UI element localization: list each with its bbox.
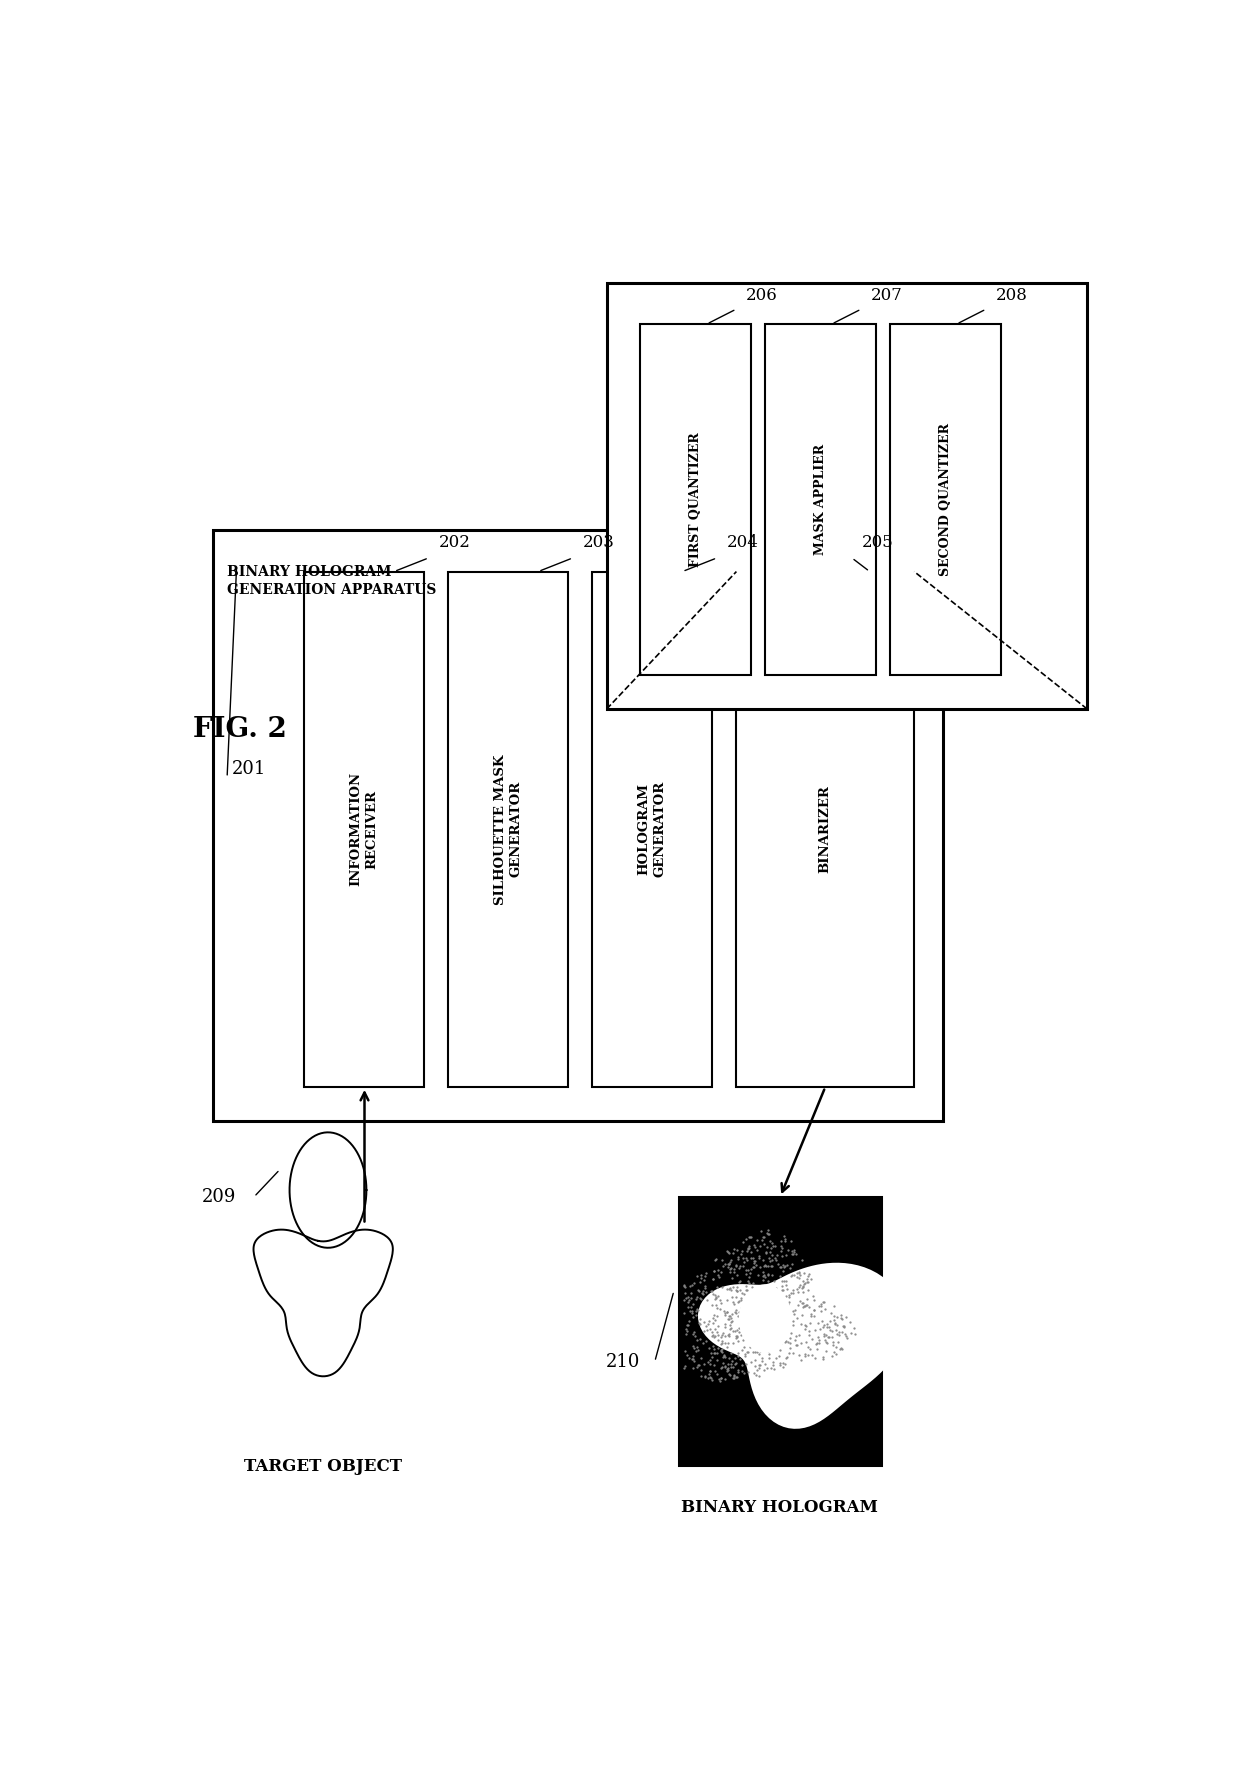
Bar bbox=[640, 325, 751, 675]
Bar bbox=[737, 571, 914, 1087]
Text: 209: 209 bbox=[202, 1189, 237, 1207]
Bar bbox=[213, 530, 942, 1121]
Text: FIG. 2: FIG. 2 bbox=[193, 716, 288, 743]
Bar bbox=[448, 571, 568, 1087]
Polygon shape bbox=[739, 1285, 791, 1353]
Bar bbox=[678, 1198, 880, 1465]
Text: SECOND QUANTIZER: SECOND QUANTIZER bbox=[939, 423, 952, 577]
Text: 208: 208 bbox=[996, 287, 1028, 303]
Text: 205: 205 bbox=[862, 534, 893, 552]
Text: 204: 204 bbox=[727, 534, 759, 552]
Text: INFORMATION
RECEIVER: INFORMATION RECEIVER bbox=[350, 773, 378, 887]
Text: BINARY HOLOGRAM: BINARY HOLOGRAM bbox=[681, 1499, 878, 1515]
Text: TARGET OBJECT: TARGET OBJECT bbox=[244, 1458, 402, 1474]
Text: 210: 210 bbox=[606, 1353, 640, 1371]
Text: BINARY HOLOGRAM
GENERATION APPARATUS: BINARY HOLOGRAM GENERATION APPARATUS bbox=[227, 564, 436, 598]
Text: HOLOGRAM
GENERATOR: HOLOGRAM GENERATOR bbox=[637, 782, 667, 878]
Text: FIRST QUANTIZER: FIRST QUANTIZER bbox=[689, 432, 702, 568]
Text: BINARIZER: BINARIZER bbox=[818, 785, 832, 873]
Polygon shape bbox=[698, 1262, 905, 1428]
Bar bbox=[765, 325, 875, 675]
Bar bbox=[890, 325, 1001, 675]
Text: 201: 201 bbox=[232, 760, 267, 778]
Text: 202: 202 bbox=[439, 534, 470, 552]
Bar bbox=[593, 571, 713, 1087]
Text: MASK APPLIER: MASK APPLIER bbox=[813, 444, 827, 555]
Text: 207: 207 bbox=[870, 287, 903, 303]
Bar bbox=[606, 282, 1087, 709]
Text: SILHOUETTE MASK
GENERATOR: SILHOUETTE MASK GENERATOR bbox=[494, 753, 523, 905]
Text: 206: 206 bbox=[746, 287, 777, 303]
Bar bbox=[304, 571, 424, 1087]
Text: 203: 203 bbox=[583, 534, 615, 552]
